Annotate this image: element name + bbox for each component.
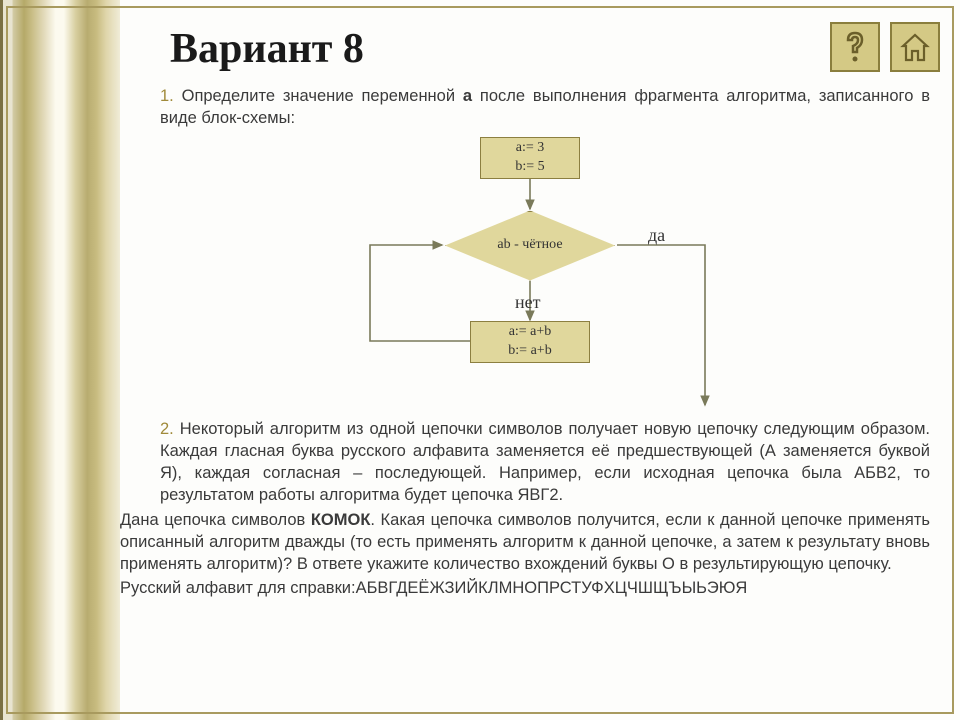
q1-number: 1. [160,87,174,105]
flow-no-label: нет [515,290,541,314]
nav-icons [830,22,940,72]
q2-p1-text: Некоторый алгоритм из одной цепочки симв… [160,420,930,505]
flowchart: a:= 3 b:= 5 ab - чётное да нет a:= a+b b… [250,135,810,410]
flow-init-l2: b:= 5 [515,158,544,177]
flow-init-box: a:= 3 b:= 5 [480,137,580,179]
q2-number: 2. [160,420,174,438]
page-title: Вариант 8 [170,25,364,73]
flow-process-box: a:= a+b b:= a+b [470,321,590,363]
home-icon[interactable] [890,22,940,72]
flow-yes-label: да [648,223,665,247]
q2-p2-bold: КОМОК [311,511,371,529]
help-icon[interactable] [830,22,880,72]
q1-bold-a: a [463,87,472,105]
question-1: 1. Определите значение переменной a посл… [160,85,930,130]
question-2-p2: Дана цепочка символов КОМОК. Какая цепоч… [120,509,930,576]
content-area: 1. Определите значение переменной a посл… [120,85,940,600]
q1-text-a: Определите значение переменной [182,87,463,105]
question-2-p1: 2. Некоторый алгоритм из одной цепочки с… [160,418,930,507]
flow-proc-l2: b:= a+b [508,342,551,361]
flow-proc-l1: a:= a+b [509,323,552,342]
flow-init-l1: a:= 3 [516,139,545,158]
q2-p2-a: Дана цепочка символов [120,511,311,529]
question-2-p3: Русский алфавит для справки:АБВГДЕЁЖЗИЙК… [120,577,930,599]
left-decoration [0,0,120,720]
flow-decision-text: ab - чётное [497,236,562,255]
